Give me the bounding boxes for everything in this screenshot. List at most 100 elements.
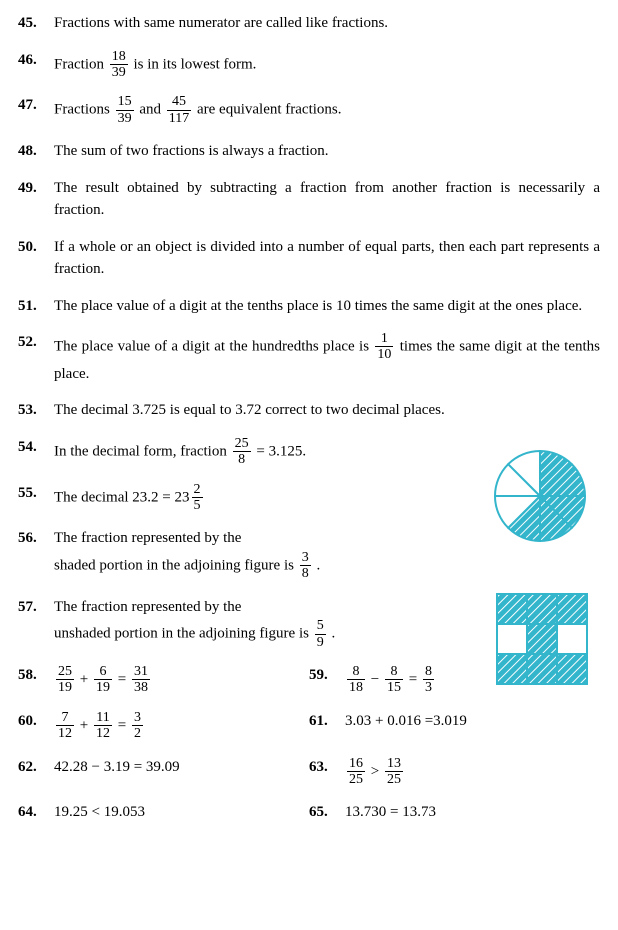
qnum: 53. (18, 399, 54, 422)
circle-figure (490, 446, 590, 546)
question-63: 63. 1625 > 1325 (309, 756, 600, 788)
qnum: 61. (309, 710, 345, 733)
qnum: 60. (18, 710, 54, 733)
qtext: Fractions with same numerator are called… (54, 12, 600, 35)
fraction: 1112 (94, 710, 112, 742)
question-48: 48. The sum of two fractions is always a… (18, 140, 600, 163)
figure-block-grid: 57. The fraction represented by the unsh… (18, 596, 600, 650)
text: Fractions (54, 102, 114, 118)
eq: = (118, 671, 126, 687)
fraction: 712 (56, 710, 74, 742)
fraction: 59 (315, 618, 326, 650)
fraction: 25 (192, 482, 203, 514)
qtext: 1625 > 1325 (345, 756, 600, 788)
qnum: 65. (309, 801, 345, 824)
question-61: 61. 3.03 + 0.016 =3.019 (309, 710, 600, 742)
op: + (80, 671, 88, 687)
text: Fraction (54, 56, 108, 72)
text: unshaded portion in the adjoining figure… (54, 626, 313, 642)
qtext: The result obtained by subtracting a fra… (54, 177, 600, 222)
text: = 3.125. (256, 443, 306, 459)
qtext: Fraction 1839 is in its lowest form. (54, 49, 600, 81)
qnum: 59. (309, 664, 345, 687)
fraction: 2519 (56, 664, 74, 696)
question-65: 65. 13.730 = 13.73 (309, 801, 600, 824)
text: The fraction represented by the (54, 530, 241, 546)
question-52: 52. The place value of a digit at the hu… (18, 331, 600, 385)
op: − (371, 671, 379, 687)
qnum: 55. (18, 482, 54, 505)
qtext: Fractions 1539 and 45117 are equivalent … (54, 94, 600, 126)
qtext: 42.28 − 3.19 = 39.09 (54, 756, 309, 779)
question-60: 60. 712 + 1112 = 32 (18, 710, 309, 742)
text: . (331, 626, 335, 642)
qtext: The decimal 3.725 is equal to 3.72 corre… (54, 399, 600, 422)
fraction: 45117 (167, 94, 191, 126)
text: is in its lowest form. (134, 56, 257, 72)
fraction: 815 (385, 664, 403, 696)
question-58: 58. 2519 + 619 = 3138 (18, 664, 309, 696)
fraction: 110 (375, 331, 393, 363)
fraction: 619 (94, 664, 112, 696)
qnum: 51. (18, 295, 54, 318)
question-51: 51. The place value of a digit at the te… (18, 295, 600, 318)
question-64: 64. 19.25 < 19.053 (18, 801, 309, 824)
eq: = (118, 717, 126, 733)
fraction: 258 (233, 436, 251, 468)
op: > (371, 763, 379, 779)
qnum: 45. (18, 12, 54, 35)
eq: = (409, 671, 417, 687)
question-47: 47. Fractions 1539 and 45117 are equival… (18, 94, 600, 126)
fraction: 3138 (132, 664, 150, 696)
question-50: 50. If a whole or an object is divided i… (18, 236, 600, 281)
qnum: 58. (18, 664, 54, 687)
qtext: 19.25 < 19.053 (54, 801, 309, 824)
row-62-63: 62. 42.28 − 3.19 = 39.09 63. 1625 > 1325 (18, 756, 600, 788)
qtext: The place value of a digit at the tenths… (54, 295, 600, 318)
fraction: 1839 (110, 49, 128, 81)
row-64-65: 64. 19.25 < 19.053 65. 13.730 = 13.73 (18, 801, 600, 824)
text: and (139, 102, 164, 118)
fraction: 32 (132, 710, 143, 742)
qnum: 62. (18, 756, 54, 779)
qnum: 50. (18, 236, 54, 259)
fraction: 1539 (116, 94, 134, 126)
question-46: 46. Fraction 1839 is in its lowest form. (18, 49, 600, 81)
qtext: 13.730 = 13.73 (345, 801, 600, 824)
qtext: 3.03 + 0.016 =3.019 (345, 710, 600, 733)
text: shaded portion in the adjoining figure i… (54, 557, 298, 573)
qnum: 64. (18, 801, 54, 824)
text: The fraction represented by the (54, 599, 241, 615)
row-60-61: 60. 712 + 1112 = 32 61. 3.03 + 0.016 =3.… (18, 710, 600, 742)
qnum: 48. (18, 140, 54, 163)
fraction: 1325 (385, 756, 403, 788)
qtext: The place value of a digit at the hundre… (54, 331, 600, 385)
figure-block-circle: 54. In the decimal form, fraction 258 = … (18, 436, 600, 582)
qnum: 46. (18, 49, 54, 72)
qtext: 2519 + 619 = 3138 (54, 664, 309, 696)
grid-figure (494, 591, 590, 687)
question-45: 45. Fractions with same numerator are ca… (18, 12, 600, 35)
qnum: 56. (18, 527, 54, 550)
qnum: 47. (18, 94, 54, 117)
question-49: 49. The result obtained by subtracting a… (18, 177, 600, 222)
op: + (80, 717, 88, 733)
qnum: 57. (18, 596, 54, 619)
qnum: 54. (18, 436, 54, 459)
qtext: If a whole or an object is divided into … (54, 236, 600, 281)
text: The place value of a digit at the hundre… (54, 338, 373, 354)
text: In the decimal form, fraction (54, 443, 231, 459)
qnum: 49. (18, 177, 54, 200)
question-62: 62. 42.28 − 3.19 = 39.09 (18, 756, 309, 788)
fraction: 38 (300, 550, 311, 582)
fraction: 83 (423, 664, 434, 696)
fraction: 1625 (347, 756, 365, 788)
question-53: 53. The decimal 3.725 is equal to 3.72 c… (18, 399, 600, 422)
text: . (316, 557, 320, 573)
qtext: 712 + 1112 = 32 (54, 710, 309, 742)
text: The decimal 23.2 = 23 (54, 489, 190, 505)
qtext: The sum of two fractions is always a fra… (54, 140, 600, 163)
fraction: 818 (347, 664, 365, 696)
text: are equivalent fractions. (197, 102, 342, 118)
qnum: 63. (309, 756, 345, 779)
